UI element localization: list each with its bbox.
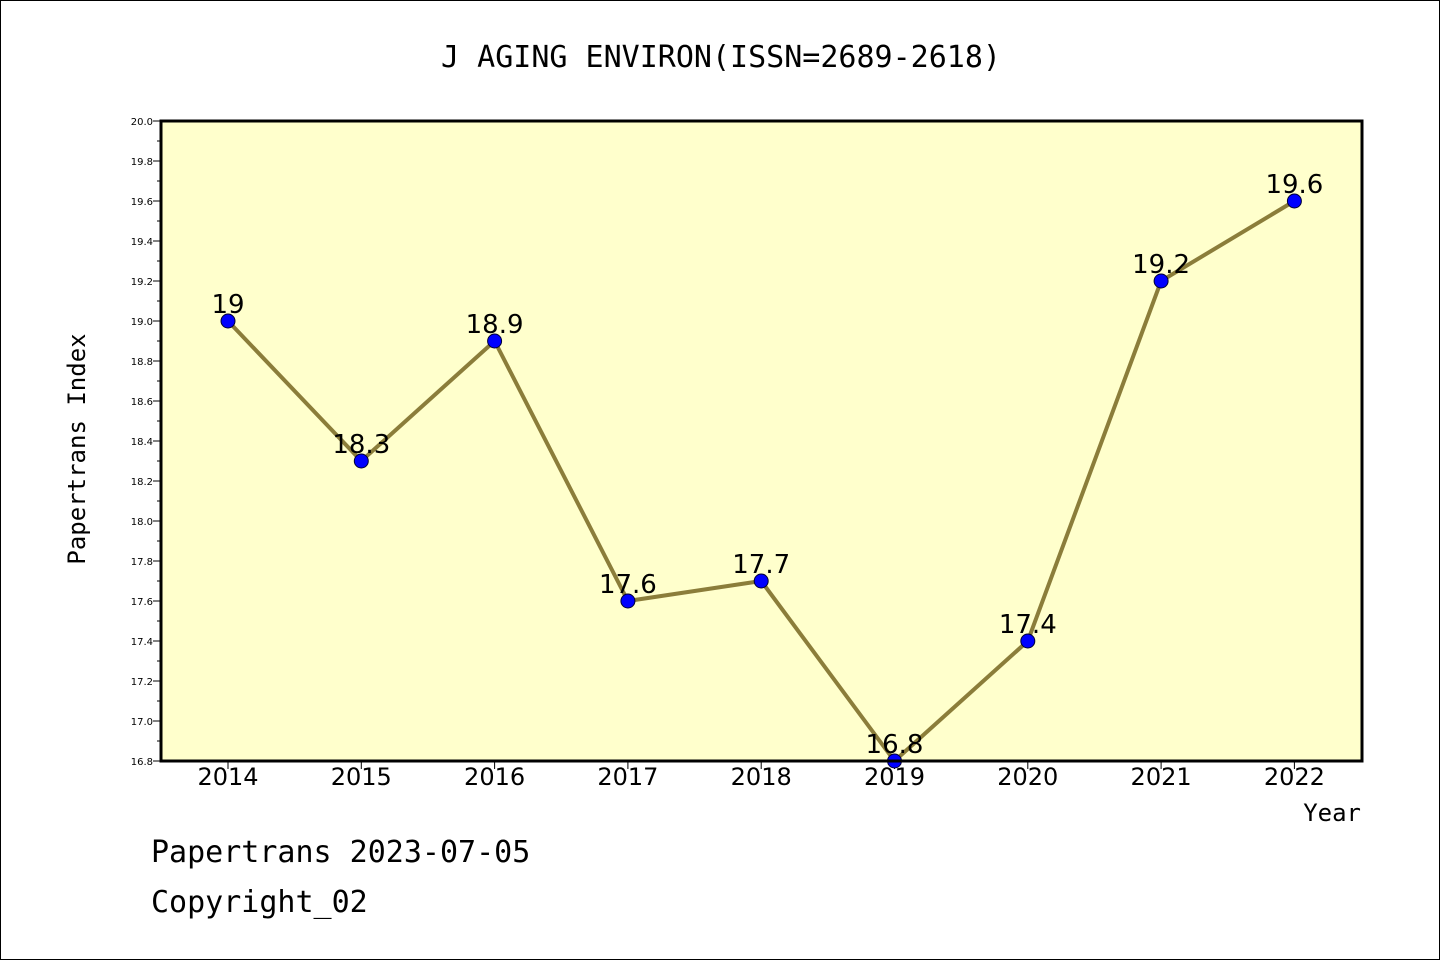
y-tick-label: 17.4 <box>131 637 153 648</box>
x-tick-label: 2018 <box>731 763 792 791</box>
y-tick-label: 18.0 <box>131 517 153 528</box>
data-label: 19.2 <box>1132 250 1190 280</box>
y-tick-label: 17.0 <box>131 717 153 728</box>
y-axis: 16.8 17.0 17.2 17.4 17.6 17.8 18.0 18.2 18.4 18.6… <box>131 117 161 768</box>
y-tick-label: 19.8 <box>131 157 153 168</box>
data-label: 19.6 <box>1265 170 1323 200</box>
y-tick-label: 18.2 <box>131 477 153 488</box>
x-tick-label: 2014 <box>197 763 258 791</box>
x-tick-label: 2015 <box>331 763 392 791</box>
data-point <box>753 573 769 589</box>
y-tick-label: 19.6 <box>131 197 153 208</box>
y-tick-label: 19.0 <box>131 317 153 328</box>
data-point <box>620 593 636 609</box>
y-tick-label: 17.8 <box>131 557 153 568</box>
x-tick-label: 2020 <box>997 763 1058 791</box>
plot-frame <box>159 119 1364 763</box>
data-label: 17.4 <box>999 610 1057 640</box>
data-point <box>220 313 236 329</box>
data-point <box>1153 273 1169 289</box>
y-tick-label: 17.6 <box>131 597 153 608</box>
data-label: 16.8 <box>866 730 924 760</box>
data-label: 17.6 <box>599 570 657 600</box>
data-label: 18.9 <box>466 310 524 340</box>
footer-date: Papertrans 2023-07-05 <box>151 835 531 870</box>
data-label: 17.7 <box>732 550 790 580</box>
data-labels: 19 18.3 18.9 17.6 17.7 16.8 17.4 19.2 19.6 <box>211 170 1323 760</box>
y-tick-label: 16.8 <box>131 757 153 768</box>
y-tick-label: 18.8 <box>131 357 153 368</box>
x-tick-label: 2016 <box>464 763 525 791</box>
plot-area <box>161 121 1362 761</box>
x-tick-label: 2017 <box>597 763 658 791</box>
x-tick-label: 2021 <box>1131 763 1192 791</box>
data-point <box>1020 633 1036 649</box>
data-point <box>487 333 503 349</box>
y-tick-label: 18.6 <box>131 397 153 408</box>
y-tick-label: 19.2 <box>131 277 153 288</box>
data-label: 18.3 <box>332 430 390 460</box>
y-tick-label: 19.4 <box>131 237 153 248</box>
y-tick-label: 18.4 <box>131 437 153 448</box>
footer-copyright: Copyright_02 <box>151 885 368 920</box>
x-axis-label: Year <box>1303 799 1361 827</box>
data-point <box>353 453 369 469</box>
y-axis-label: Papertrans Index <box>63 333 91 564</box>
y-tick-label: 20.0 <box>131 117 153 128</box>
y-tick-label: 17.2 <box>131 677 153 688</box>
data-label: 19 <box>211 290 244 320</box>
x-axis: 2014 2015 2016 2017 2018 2019 2020 2021 2022 <box>197 761 1325 791</box>
chart-title: J AGING ENVIRON(ISSN=2689-2618) <box>441 40 1001 75</box>
x-tick-label: 2022 <box>1264 763 1325 791</box>
data-point <box>1286 193 1302 209</box>
